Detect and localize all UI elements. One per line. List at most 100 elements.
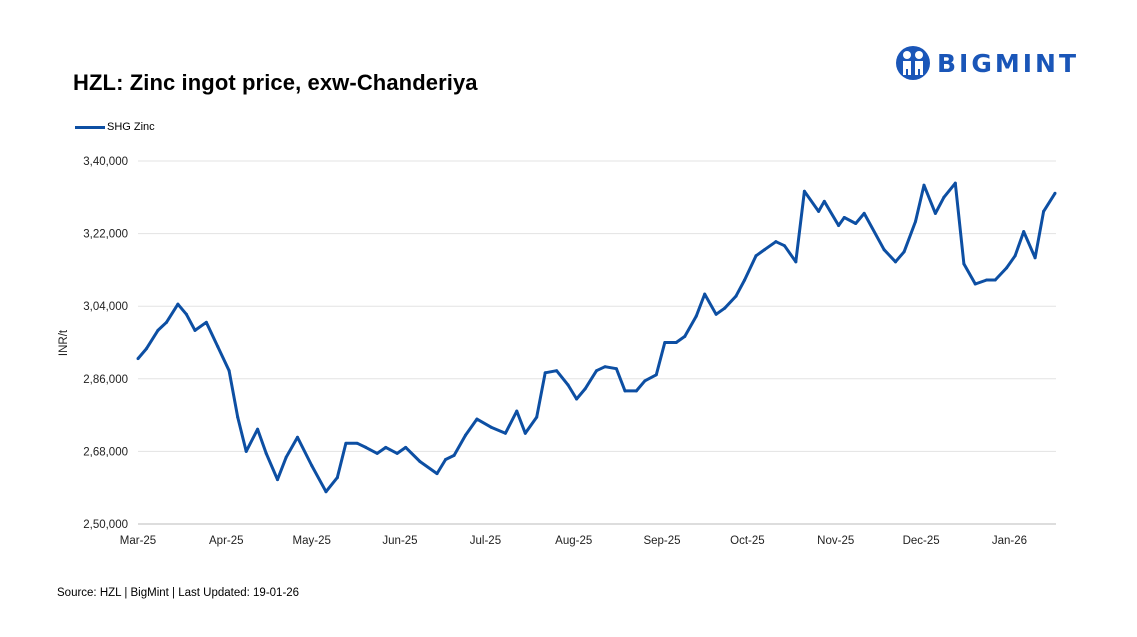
x-tick-label: Sep-25 [643,535,680,547]
y-tick-label: 2,68,000 [83,446,128,458]
data-point [384,445,388,449]
data-point [176,302,180,306]
data-point [743,278,747,282]
data-point [555,369,559,373]
data-point [136,357,140,361]
data-point [515,409,519,413]
data-point [364,445,368,449]
data-point [204,320,208,324]
data-point [902,250,906,254]
data-point [244,449,248,453]
x-tick-label: Dec-25 [903,535,940,547]
data-point [452,453,456,457]
source-note: Source: HZL | BigMint | Last Updated: 19… [57,587,300,599]
data-point [344,441,348,445]
data-point [418,459,422,463]
data-point [404,445,408,449]
data-point [723,306,727,310]
data-point [1053,191,1057,195]
data-point [193,328,197,332]
data-point [734,294,738,298]
data-point [694,314,698,318]
series-points [136,181,1057,494]
data-point [623,389,627,393]
data-point [276,478,280,482]
data-point [654,373,658,377]
data-point [817,209,821,213]
data-point [1042,209,1046,213]
y-tick-label: 2,50,000 [83,519,128,531]
data-point [674,341,678,344]
data-point [973,282,977,286]
data-point [802,189,806,193]
logo-text: BIGMINT [937,48,1080,78]
data-point [837,224,841,228]
y-tick-label: 2,86,000 [83,374,128,386]
data-point [284,455,288,459]
data-point [184,312,188,316]
data-point [264,451,268,455]
data-point [375,451,379,455]
legend-label: SHG Zinc [107,121,155,133]
data-point [310,464,314,468]
data-point [782,244,786,248]
y-tick-label: 3,04,000 [83,301,128,313]
data-point [156,328,160,332]
data-point [435,472,439,476]
data-point [854,222,858,226]
data-point [145,347,149,351]
data-point [164,320,168,324]
data-point [894,260,898,264]
bigmint-logo: BIGMINT [895,44,1079,82]
data-point [754,254,758,258]
data-point [1013,254,1017,258]
data-point [475,417,479,421]
data-point [714,312,718,316]
x-tick-label: May-25 [293,535,331,547]
data-point [256,427,260,431]
data-point [614,367,618,371]
data-point [575,397,579,401]
data-point [942,195,946,199]
data-point [643,379,647,383]
data-point [535,415,539,419]
data-point [464,433,467,437]
data-point [583,387,587,391]
logo-emblem-icon [896,46,930,80]
data-point [1022,230,1026,234]
y-axis-ticks: 2,50,000 2,68,000 2,86,000 3,04,000 3,22,000… [83,156,128,531]
data-point [985,278,989,282]
x-axis-ticks: Mar-25 Apr-25 May-25 Jun-25 Jul-25 Aug-25 Sep-… [120,535,1027,547]
chart-title: HZL: Zinc ingot price, exw-Chanderiya [73,70,478,95]
x-tick-label: Apr-25 [209,535,244,547]
data-point [503,431,507,435]
legend-swatch [75,125,105,129]
y-tick-label: 3,40,000 [83,156,128,168]
data-point [216,345,220,349]
data-point [794,260,798,264]
data-point [774,240,778,244]
data-point [703,292,707,296]
data-point [962,262,966,266]
data-point [1033,256,1037,260]
data-point [489,425,493,429]
data-point [523,431,527,435]
x-tick-label: Jan-26 [992,535,1027,547]
y-axis-label: INR/t [58,329,70,356]
data-point [842,215,846,219]
data-point [566,383,570,387]
x-tick-label: Mar-25 [120,535,156,547]
data-point [922,183,926,187]
data-point [1005,266,1009,270]
data-point [663,341,667,344]
data-point [882,248,886,252]
x-tick-label: Oct-25 [730,535,765,547]
data-point [543,371,547,375]
data-point [355,441,359,445]
data-point [444,457,448,461]
data-point [933,211,937,215]
data-point [862,211,866,215]
data-point [227,369,231,373]
data-point [335,476,339,480]
